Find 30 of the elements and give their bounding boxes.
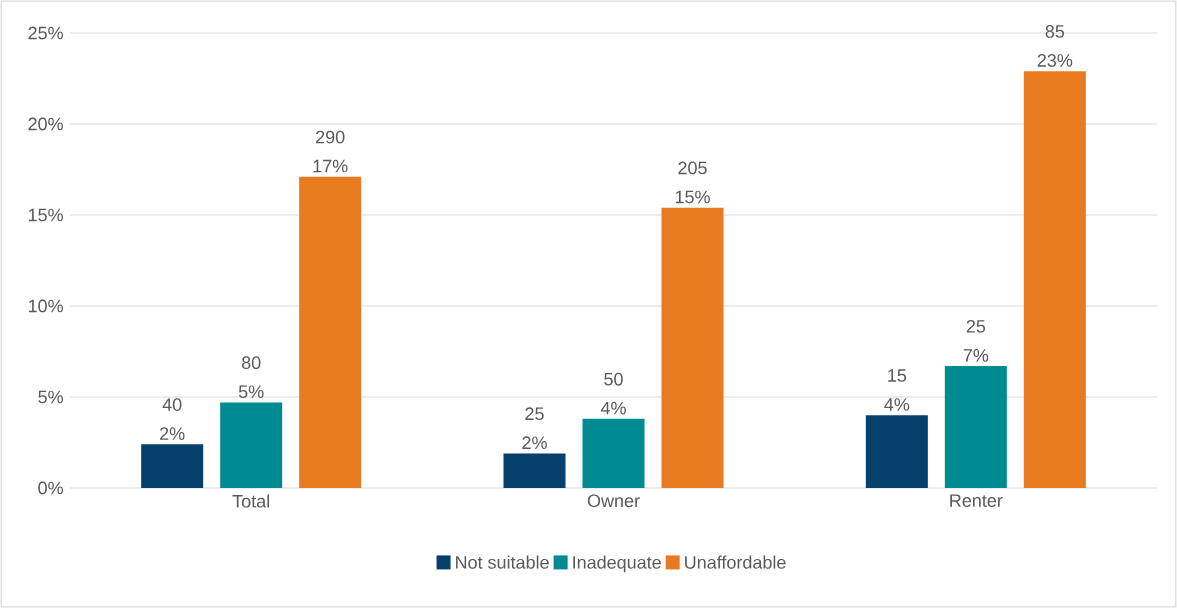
y-tick-label: 10%	[28, 299, 63, 313]
legend-label: Not suitable	[456, 555, 549, 569]
y-tick-label: 5%	[38, 390, 63, 404]
y-tick-label: 0%	[38, 481, 63, 495]
data-label: 290 17%	[313, 130, 348, 173]
x-tick-label: Renter	[950, 494, 1003, 507]
bar	[503, 453, 566, 488]
bar	[865, 415, 928, 488]
data-label: 205 15%	[675, 161, 710, 204]
data-label: 80 5%	[238, 356, 264, 399]
bar	[1023, 71, 1086, 488]
y-tick-label: 15%	[28, 208, 63, 222]
bar	[944, 366, 1007, 488]
legend-label: Unaffordable	[685, 555, 786, 569]
bar	[582, 418, 645, 488]
bar	[661, 207, 724, 488]
bar	[299, 176, 362, 488]
x-tick-label: Total	[232, 494, 269, 508]
data-label: 25 2%	[522, 407, 547, 449]
y-tick-label: 25%	[28, 26, 63, 40]
legend-label: Inadequate	[573, 555, 661, 573]
bar	[141, 444, 204, 488]
data-label: 50 4%	[600, 372, 626, 415]
data-label: 25 7%	[963, 319, 989, 362]
data-label: 85 23%	[1037, 25, 1073, 67]
x-tick-label: Owner	[587, 494, 640, 508]
y-tick-label: 20%	[28, 117, 63, 131]
bar	[220, 402, 283, 488]
data-label: 40 2%	[160, 398, 185, 440]
data-label: 15 4%	[884, 369, 910, 411]
